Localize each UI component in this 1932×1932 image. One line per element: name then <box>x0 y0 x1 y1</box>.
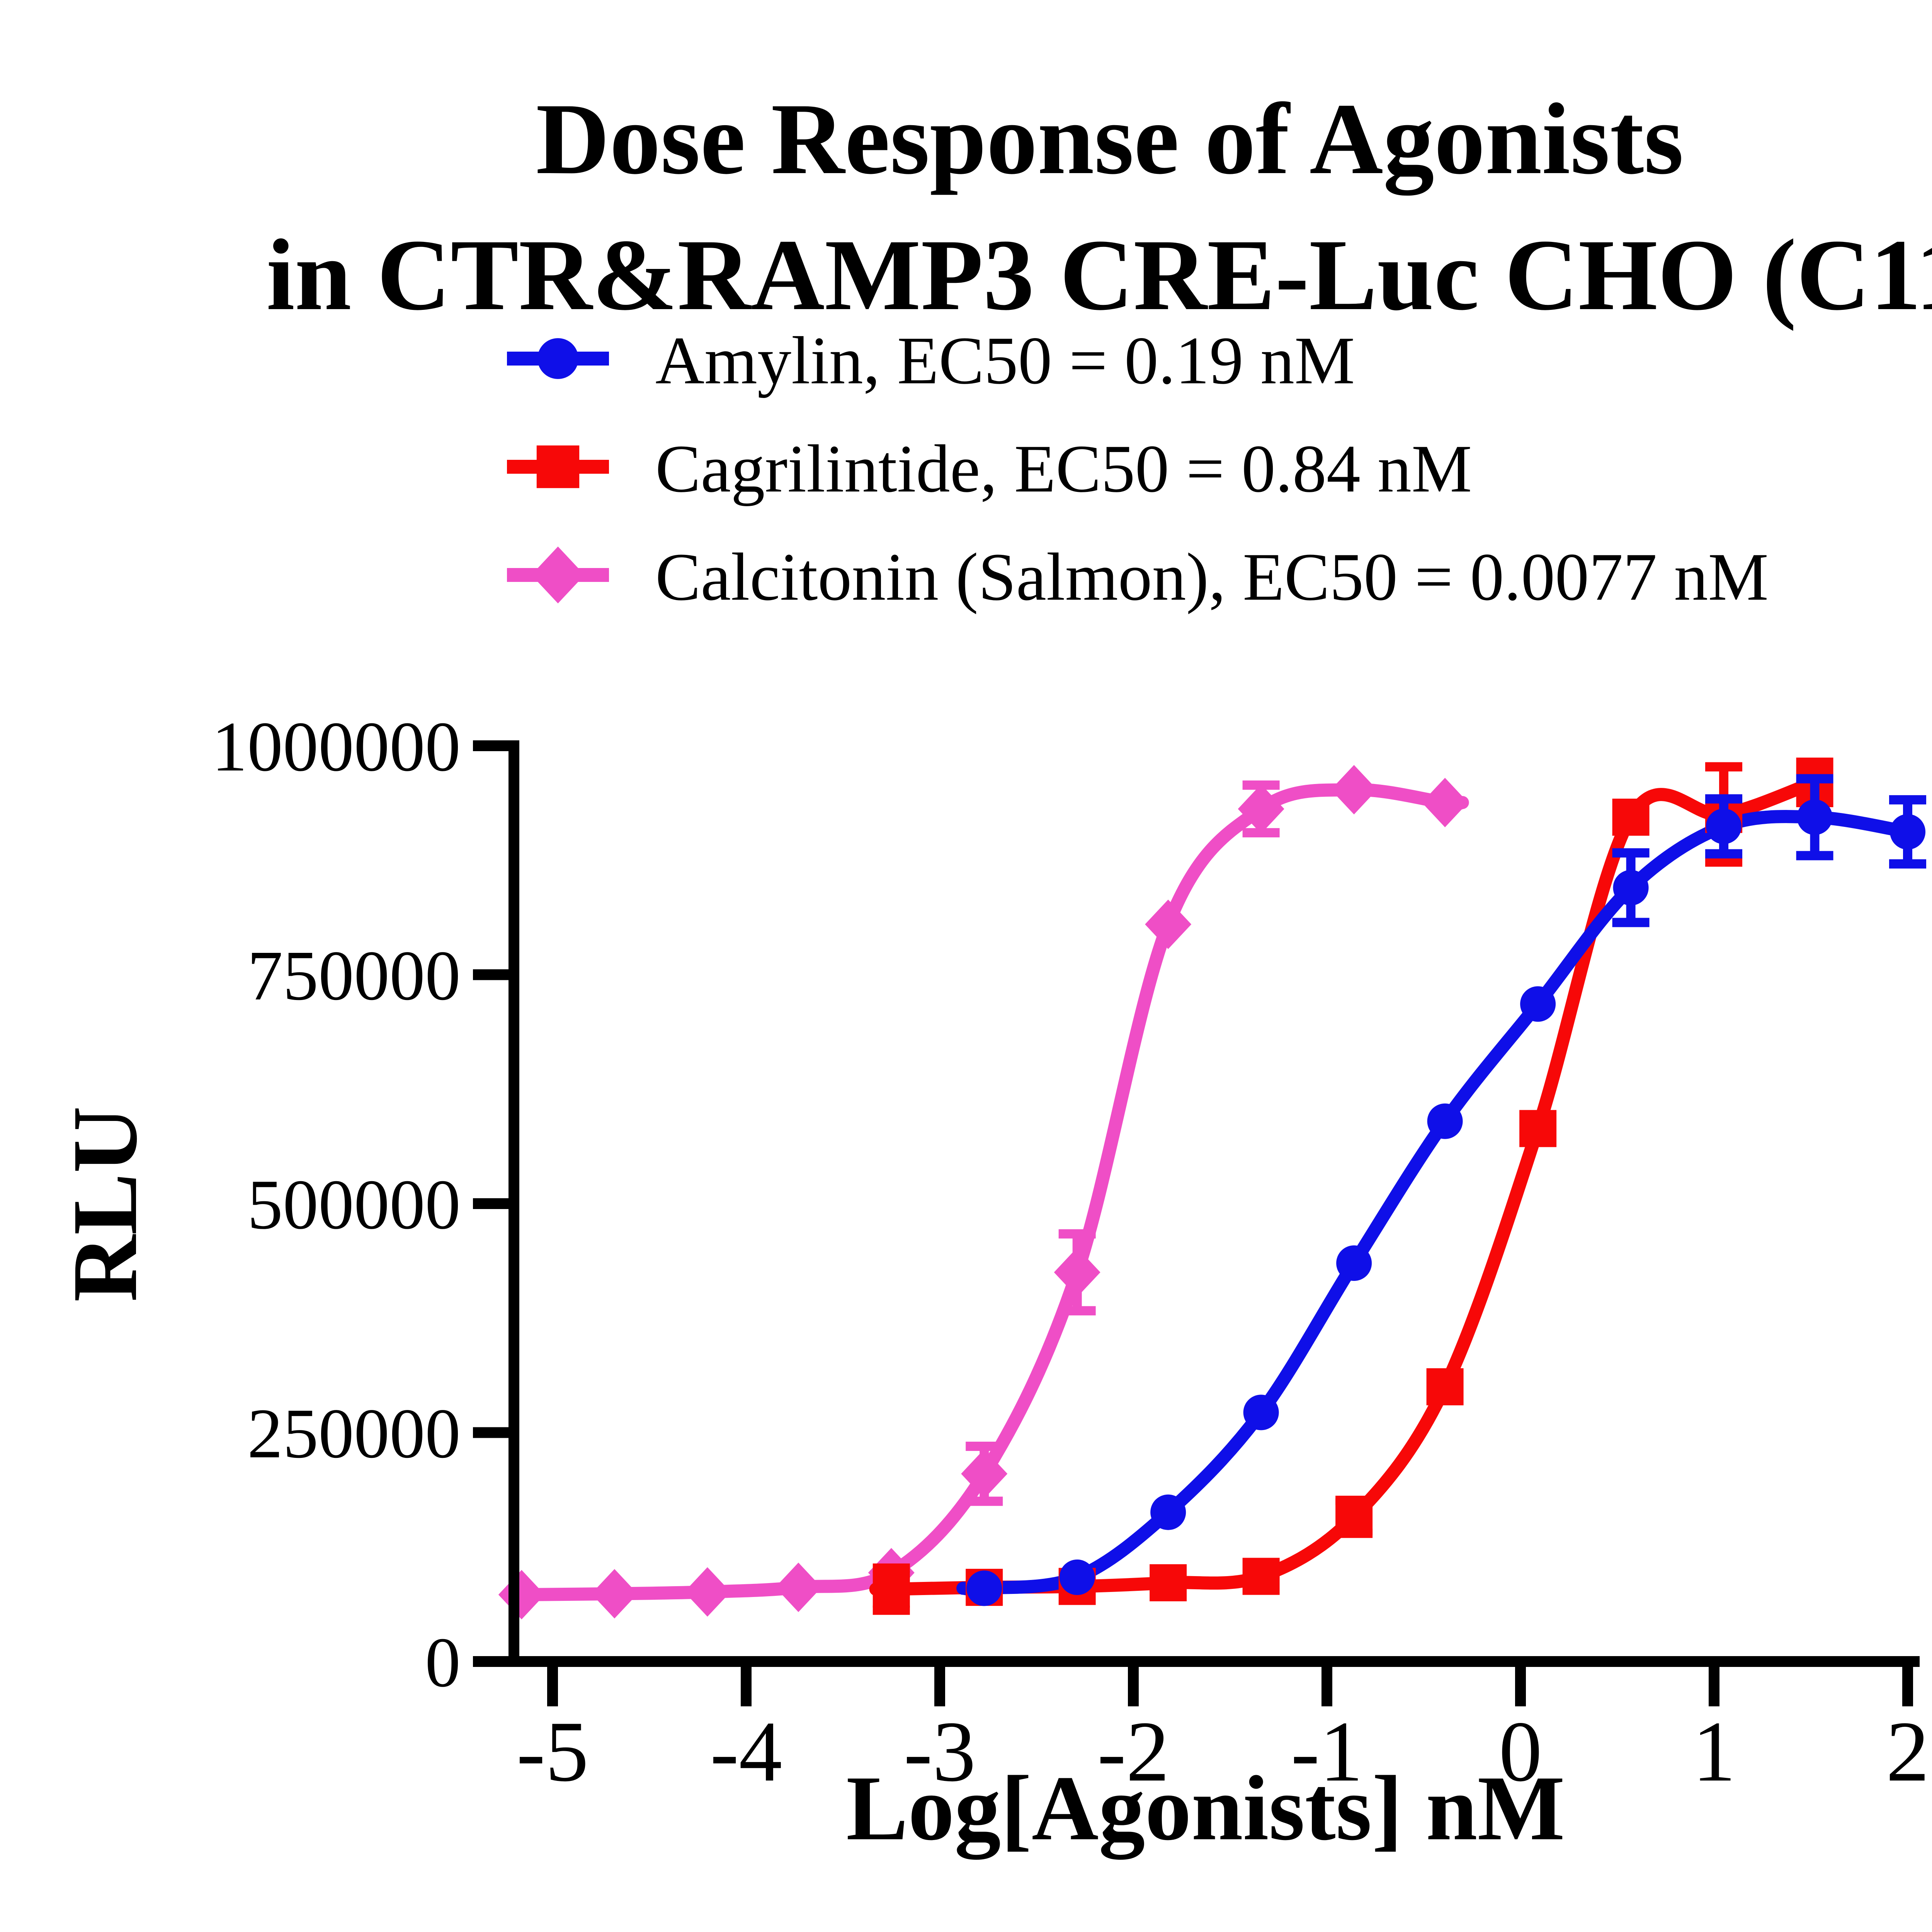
x-tick-label: -1 <box>1291 1704 1363 1799</box>
legend-label-amylin: Amylin, EC50 = 0.19 nM <box>655 323 1355 398</box>
marker-calcitonin-salmon <box>1238 784 1284 834</box>
marker-calcitonin-salmon <box>775 1563 822 1612</box>
marker-cagrilintide <box>1612 798 1650 836</box>
series-points-amylin <box>966 774 1926 1606</box>
x-axis-label: Log[Agonists] nM <box>846 1757 1565 1860</box>
x-tick-label: 0 <box>1499 1704 1542 1799</box>
marker-amylin <box>1797 799 1833 835</box>
marker-cagrilintide <box>1242 1558 1280 1595</box>
legend-symbol-amylin <box>507 338 609 379</box>
marker-calcitonin-salmon <box>1422 777 1468 827</box>
marker-amylin <box>1150 1494 1186 1530</box>
x-tick-label: -3 <box>904 1704 976 1799</box>
x-tick-label: -4 <box>710 1704 782 1799</box>
legend-label-cagrilintide: Cagrilintide, EC50 = 0.84 nM <box>655 431 1472 507</box>
marker-cagrilintide <box>1335 1498 1373 1536</box>
marker-cagrilintide <box>1519 1110 1557 1147</box>
marker-calcitonin-salmon <box>961 1449 1008 1499</box>
chart-title-line2: in CTR&RAMP3 CRE-Luc CHO (C111) <box>266 219 1932 332</box>
marker-amylin <box>1706 808 1742 844</box>
legend-symbol-cagrilintide <box>507 445 609 488</box>
marker-cagrilintide <box>1150 1564 1187 1602</box>
marker-amylin <box>1336 1245 1372 1281</box>
y-tick-label: 1000000 <box>212 707 461 786</box>
marker-cagrilintide <box>1426 1368 1464 1405</box>
marker-amylin <box>1520 986 1556 1022</box>
data-points <box>498 757 1926 1619</box>
legend-item-calcitonin: Calcitonin (Salmon), EC50 = 0.0077 nM <box>507 539 1769 615</box>
chart-title-line1: Dose Response of Agonists <box>536 83 1684 197</box>
x-axis-ticks: -5 -4 -3 -2 -1 0 1 2 <box>517 1662 1929 1799</box>
x-tick-label: 1 <box>1692 1704 1736 1799</box>
legend-marker-amylin <box>537 338 578 379</box>
legend: Amylin, EC50 = 0.19 nM Cagrilintide, EC5… <box>507 323 1769 615</box>
y-tick-label: 500000 <box>247 1165 461 1244</box>
legend-marker-calcitonin-salmon <box>531 546 585 604</box>
marker-amylin <box>1243 1395 1279 1430</box>
series-points-calcitonin-salmon <box>498 765 1468 1619</box>
marker-calcitonin-salmon <box>684 1567 731 1617</box>
legend-label-calcitonin: Calcitonin (Salmon), EC50 = 0.0077 nM <box>655 539 1769 615</box>
series-curve-calcitonin-salmon <box>506 783 1469 1602</box>
marker-cagrilintide <box>872 1570 910 1608</box>
marker-amylin <box>966 1570 1002 1606</box>
plot-area: 0 250000 500000 750000 1000000 -5 -4 -3 -2 -1 0 1 2 <box>212 707 1929 1799</box>
y-tick-label: 750000 <box>247 936 461 1015</box>
marker-calcitonin-salmon <box>1145 900 1192 949</box>
x-tick-label: -5 <box>517 1704 589 1799</box>
marker-calcitonin-salmon <box>1331 765 1378 815</box>
marker-calcitonin-salmon <box>1054 1247 1100 1297</box>
legend-marker-cagrilintide <box>536 445 580 488</box>
legend-symbol-calcitonin <box>507 546 609 604</box>
marker-calcitonin-salmon <box>591 1569 638 1619</box>
x-tick-label: 2 <box>1886 1704 1929 1799</box>
x-tick-label: -2 <box>1097 1704 1170 1799</box>
legend-item-cagrilintide: Cagrilintide, EC50 = 0.84 nM <box>507 431 1472 507</box>
y-tick-label: 250000 <box>247 1394 461 1473</box>
marker-amylin <box>1890 814 1925 850</box>
legend-item-amylin: Amylin, EC50 = 0.19 nM <box>507 323 1355 398</box>
marker-amylin <box>1059 1559 1095 1595</box>
y-axis-ticks: 0 250000 500000 750000 1000000 <box>212 707 514 1702</box>
marker-amylin <box>1427 1103 1463 1139</box>
y-axis-label: RLU <box>53 1106 156 1302</box>
marker-amylin <box>1613 870 1649 906</box>
y-tick-label: 0 <box>425 1623 461 1702</box>
